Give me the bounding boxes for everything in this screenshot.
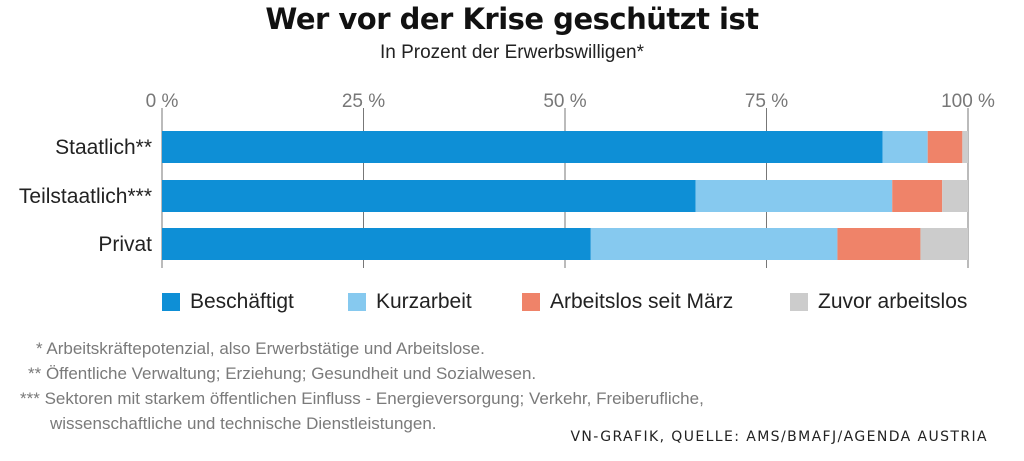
legend-item-beschaeftigt: Beschäftigt [162, 287, 294, 317]
bar-2-kurzarbeit [590, 228, 838, 260]
bar-0-kurzarbeit [882, 131, 928, 163]
bar-0-zuvor-arbeitslos [962, 131, 968, 163]
bar-0-arbeitslos-seit-märz [927, 131, 963, 163]
legend-swatch-zuvor-arbeitslos [790, 293, 808, 311]
x-tick-label-25: 25 % [342, 91, 385, 112]
chart-subtitle: In Prozent der Erwerbswilligen* [379, 42, 644, 63]
bar-1-beschäftigt [162, 180, 696, 212]
bar-1-kurzarbeit [695, 180, 893, 212]
legend-label-kurzarbeit: Kurzarbeit [376, 290, 472, 313]
footnote-3-continued: wissenschaftliche und technische Dienstl… [50, 414, 437, 433]
legend-swatch-beschaeftigt [162, 293, 180, 311]
x-tick-label-0: 0 % [146, 91, 179, 112]
category-label-0: Staatlich** [55, 136, 152, 159]
bar-2-zuvor-arbeitslos [920, 228, 968, 260]
legend-item-arbeitslos-seit-maerz: Arbeitslos seit März [522, 287, 733, 317]
legend-label-beschaeftigt: Beschäftigt [190, 290, 294, 313]
legend-item-kurzarbeit: Kurzarbeit [348, 287, 472, 317]
x-tick-label-75: 75 % [745, 91, 788, 112]
legend-label-arbeitslos-seit-maerz: Arbeitslos seit März [550, 290, 734, 313]
category-label-1: Teilstaatlich*** [19, 185, 152, 208]
footnote-3: *** Sektoren mit starkem öffentlichen Ei… [20, 389, 704, 408]
bar-1-zuvor-arbeitslos [942, 180, 968, 212]
x-tick-label-50: 50 % [543, 91, 586, 112]
bar-1-arbeitslos-seit-märz [892, 180, 943, 212]
legend-label-zuvor-arbeitslos: Zuvor arbeitslos [818, 290, 968, 313]
footnote-1: * Arbeitskräftepotenzial, also Erwerbstä… [36, 339, 485, 358]
source-credit: VN-GRAFIK, QUELLE: AMS/BMAFJ/AGENDA AUST… [570, 429, 988, 445]
x-tick-label-100: 100 % [941, 91, 995, 112]
chart-legend: Beschäftigt Kurzarbeit Arbeitslos seit M… [162, 287, 982, 317]
bar-2-beschäftigt [162, 228, 591, 260]
legend-swatch-kurzarbeit [348, 293, 366, 311]
legend-item-zuvor-arbeitslos: Zuvor arbeitslos [790, 287, 967, 317]
stacked-bar-chart: 0 % 25 % 50 % 75 % 100 % Staatlich** Teilstaa… [19, 91, 995, 268]
category-label-2: Privat [98, 233, 152, 256]
footnote-2: ** Öffentliche Verwaltung; Erziehung; Ge… [28, 364, 537, 383]
legend-swatch-arbeitslos-seit-maerz [522, 293, 540, 311]
bar-0-beschäftigt [162, 131, 883, 163]
bar-2-arbeitslos-seit-märz [837, 228, 921, 260]
chart-title: Wer vor der Krise geschützt ist [265, 2, 759, 36]
